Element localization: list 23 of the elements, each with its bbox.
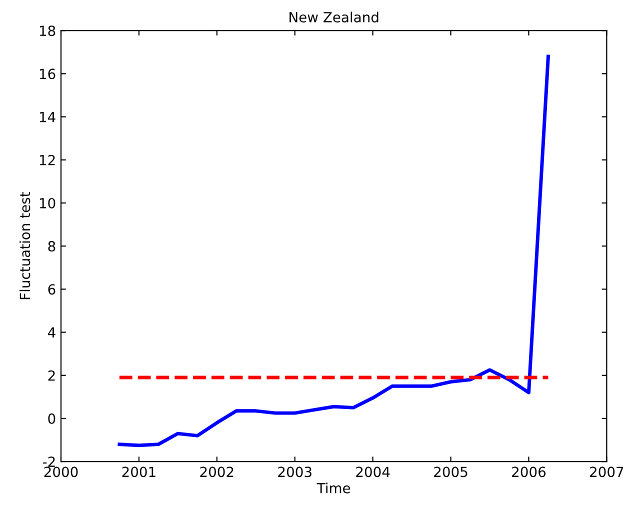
y-tick-label: -2: [42, 456, 55, 467]
x-tick-label: 2000: [44, 466, 78, 478]
y-tick-label: 16: [40, 68, 56, 80]
y-tick-label: 8: [48, 241, 56, 252]
x-tick-label: 2003: [278, 466, 312, 478]
line-series: [118, 54, 550, 448]
y-tick-label: 10: [40, 198, 56, 208]
x-tick-label: 2007: [590, 466, 624, 478]
x-tick-label: 2002: [200, 466, 234, 478]
y-tick-label: 2: [48, 370, 55, 381]
y-tick-label: 14: [40, 112, 56, 122]
x-tick-label: 2004: [356, 466, 390, 478]
y-tick-label: 0: [48, 413, 56, 424]
x-tick-label: 2001: [122, 466, 156, 478]
y-tick-label: 12: [40, 154, 55, 166]
y-tick-label: 18: [40, 26, 56, 36]
y-axis-title: Fluctuation test: [19, 192, 30, 300]
x-tick-label: 2006: [512, 466, 546, 478]
y-tick-label: 4: [48, 327, 56, 338]
x-axis-title: Time: [316, 482, 350, 494]
x-tick-label: 2005: [434, 466, 468, 478]
chart-title: New Zealand: [290, 12, 378, 22]
y-tick-label: 6: [48, 284, 56, 295]
